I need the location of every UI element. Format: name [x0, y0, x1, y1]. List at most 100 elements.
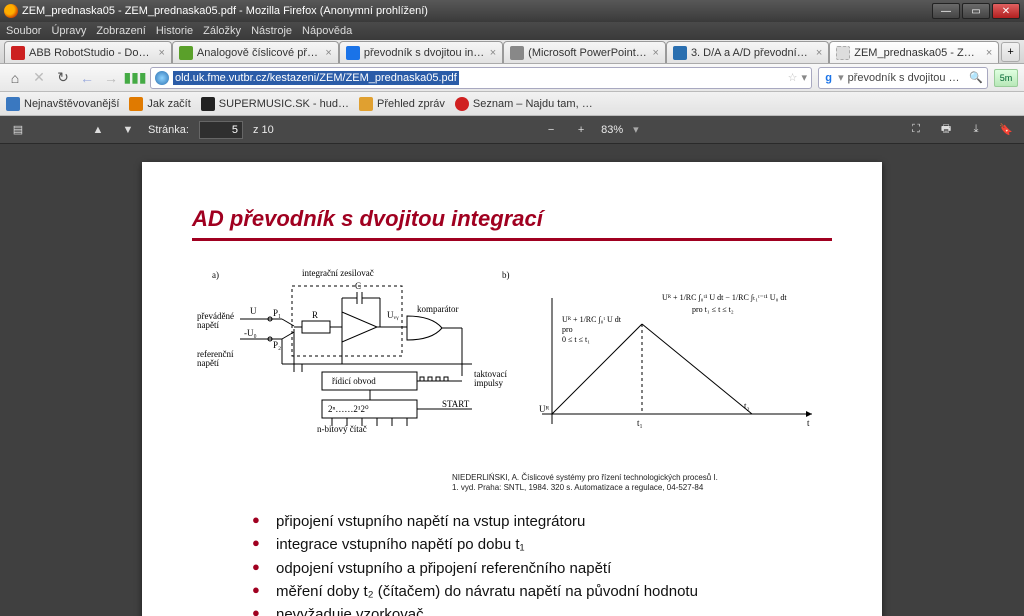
svg-text:t₂: t₂	[744, 401, 750, 411]
bookmark-label: Přehled zpráv	[377, 98, 445, 110]
url-field[interactable]: old.uk.fme.vutbr.cz/kestazeni/ZEM/ZEM_pr…	[150, 67, 812, 89]
svg-text:Uᴿ: Uᴿ	[539, 404, 549, 414]
zoom-in-icon[interactable]: +	[571, 120, 591, 140]
page-number-input[interactable]	[199, 121, 243, 139]
bookmark-icon	[455, 97, 469, 111]
svg-text:Uᴿ + 1/RC ∫₀ᵗ U dt p: Uᴿ + 1/RC ∫₀ᵗ U dt pro 0 ≤ t ≤ t₁	[562, 315, 623, 344]
list-item: odpojení vstupního a připojení referenčn…	[252, 557, 832, 580]
tab-1[interactable]: Analogově číslicové převodní… ×	[172, 41, 339, 63]
svg-text:komparátor: komparátor	[417, 304, 458, 314]
menu-bookmarks[interactable]: Záložky	[203, 25, 241, 37]
svg-text:P₁: P₁	[273, 308, 281, 318]
menu-view[interactable]: Zobrazení	[96, 25, 146, 37]
forward-icon[interactable]: →	[102, 69, 120, 87]
new-tab-button[interactable]: +	[1001, 42, 1020, 62]
bookmark-label: Seznam – Najdu tam, …	[473, 98, 593, 110]
pdf-toolbar: ▤ ▲ ▼ Stránka: z 10 − + 83% ▾ ⛶ 🖶 ⤓ 🔖	[0, 116, 1024, 144]
bookmarks-bar: Nejnavštěvovanější Jak začít SUPERMUSIC.…	[0, 92, 1024, 116]
search-go-icon[interactable]: 🔍	[969, 71, 983, 84]
bookmark-item[interactable]: Přehled zpráv	[359, 97, 445, 111]
bookmark-icon	[6, 97, 20, 111]
list-item: měření doby t₂ (čítačem) do návratu napě…	[252, 580, 832, 603]
svg-text:t₁: t₁	[637, 418, 643, 428]
tab-close-icon[interactable]: ×	[986, 47, 992, 59]
menu-edit[interactable]: Úpravy	[51, 25, 86, 37]
tab-label: Analogově číslicové převodní…	[197, 47, 321, 59]
tab-close-icon[interactable]: ×	[325, 47, 331, 59]
svg-text:P₂: P₂	[273, 340, 281, 350]
bookmark-icon	[129, 97, 143, 111]
tab-5[interactable]: ZEM_prednaska05 - ZEM_pre…×	[829, 41, 999, 63]
home-icon[interactable]: ⌂	[6, 69, 24, 87]
bookmark-icon	[359, 97, 373, 111]
maximize-button[interactable]: ▭	[962, 3, 990, 19]
svg-text:t: t	[807, 418, 810, 428]
bookmark-item[interactable]: Jak začít	[129, 97, 190, 111]
firefox-icon	[4, 4, 18, 18]
tab-2[interactable]: převodník s dvojitou integrac… ×	[339, 41, 503, 63]
tab-3[interactable]: (Microsoft PowerPoint - P0E… ×	[503, 41, 666, 63]
download-icon[interactable]: ⤓	[966, 120, 986, 140]
svg-text:Uᴿ + 1/RC ∫₀ᵗ¹ U dt − 1/RC ∫ₜ₁: Uᴿ + 1/RC ∫₀ᵗ¹ U dt − 1/RC ∫ₜ₁ᵗ⁻ᵗ¹ U₀ dt…	[662, 293, 789, 314]
tab-strip: ABB RobotStudio - Download…× Analogově č…	[0, 40, 1024, 64]
zoom-level: 83%	[601, 124, 623, 136]
svg-text:Uᵥᵧ: Uᵥᵧ	[387, 310, 399, 321]
bookmark-item[interactable]: Seznam – Najdu tam, …	[455, 97, 593, 111]
svg-text:2ⁿ……2¹2⁰: 2ⁿ……2¹2⁰	[328, 404, 369, 414]
bookmark-item[interactable]: SUPERMUSIC.SK - hud…	[201, 97, 349, 111]
signal-icon[interactable]: ▮▮▮	[126, 69, 144, 87]
favicon	[179, 46, 193, 60]
svg-text:integrační zesilovač: integrační zesilovač	[302, 268, 374, 278]
bookmark-item[interactable]: Nejnavštěvovanější	[6, 97, 119, 111]
zoom-out-icon[interactable]: −	[541, 120, 561, 140]
bookmark-star-icon[interactable]: ☆	[788, 71, 798, 84]
svg-text:U: U	[250, 306, 257, 316]
tab-label: převodník s dvojitou integrac…	[364, 47, 486, 59]
fullscreen-icon[interactable]: ⛶	[906, 120, 926, 140]
page-label: Stránka:	[148, 124, 189, 136]
slide-title: AD převodník s dvojitou integrací	[192, 206, 832, 236]
sidebar-toggle-icon[interactable]: ▤	[8, 120, 28, 140]
tab-label: 3. D/A a A/D převodníky - 3_…	[691, 47, 812, 59]
tab-close-icon[interactable]: ×	[653, 47, 659, 59]
tab-4[interactable]: 3. D/A a A/D převodníky - 3_… ×	[666, 41, 829, 63]
nav-toolbar: ⌂ ✕ ↻ ← → ▮▮▮ old.uk.fme.vutbr.cz/kestaz…	[0, 64, 1024, 92]
tab-close-icon[interactable]: ×	[816, 47, 822, 59]
menu-file[interactable]: Soubor	[6, 25, 41, 37]
print-icon[interactable]: 🖶	[936, 120, 956, 140]
dropdown-icon[interactable]: ▾	[801, 71, 807, 84]
svg-text:R: R	[312, 310, 318, 320]
tab-close-icon[interactable]: ×	[490, 47, 496, 59]
back-icon[interactable]: ←	[78, 69, 96, 87]
circuit-diagram: a) b) integrační zesilovač převáděnénapě…	[192, 259, 832, 469]
page-down-icon[interactable]: ▼	[118, 120, 138, 140]
menu-tools[interactable]: Nástroje	[251, 25, 292, 37]
menu-help[interactable]: Nápověda	[302, 25, 352, 37]
svg-text:C: C	[355, 281, 361, 291]
tab-label: (Microsoft PowerPoint - P0E…	[528, 47, 648, 59]
svg-text:převáděnénapětí: převáděnénapětí	[197, 311, 234, 330]
reload-icon[interactable]: ↻	[54, 69, 72, 87]
menu-history[interactable]: Historie	[156, 25, 193, 37]
globe-icon	[155, 71, 169, 85]
page-total: z 10	[253, 124, 274, 136]
bookmark-label: Nejnavštěvovanější	[24, 98, 119, 110]
page-up-icon[interactable]: ▲	[88, 120, 108, 140]
tab-0[interactable]: ABB RobotStudio - Download…×	[4, 41, 172, 63]
close-button[interactable]: ✕	[992, 3, 1020, 19]
url-text: old.uk.fme.vutbr.cz/kestazeni/ZEM/ZEM_pr…	[173, 71, 459, 85]
stop-icon[interactable]: ✕	[30, 69, 48, 87]
svg-text:řídicí obvod: řídicí obvod	[332, 376, 376, 386]
list-item: integrace vstupního napětí po dobu t₁	[252, 533, 832, 556]
favicon	[510, 46, 524, 60]
tab-close-icon[interactable]: ×	[158, 47, 164, 59]
sync-button[interactable]: 5m	[994, 69, 1018, 87]
svg-text:taktovacíimpulsy: taktovacíimpulsy	[474, 369, 507, 388]
bookmark-label: Jak začít	[147, 98, 190, 110]
pdf-viewport[interactable]: AD převodník s dvojitou integrací a) b) …	[0, 144, 1024, 616]
search-field[interactable]: g ▾ převodník s dvojitou integrací 🔍	[818, 67, 988, 89]
bookmark-icon[interactable]: 🔖	[996, 120, 1016, 140]
favicon	[346, 46, 360, 60]
favicon	[836, 46, 850, 60]
minimize-button[interactable]: —	[932, 3, 960, 19]
